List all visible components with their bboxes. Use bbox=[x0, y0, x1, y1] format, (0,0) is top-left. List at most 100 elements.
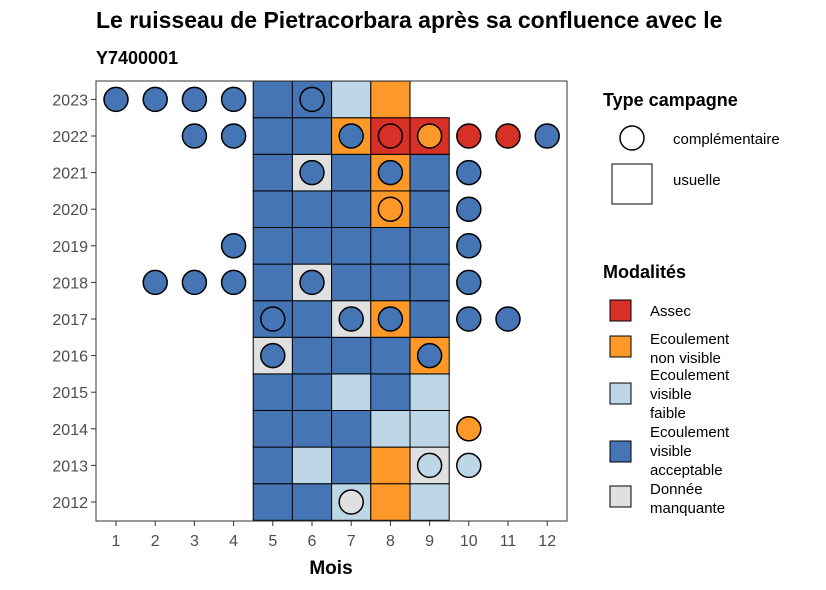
x-tick-label: 2 bbox=[151, 533, 160, 550]
y-tick-label: 2017 bbox=[52, 312, 88, 329]
point-2021-10 bbox=[456, 159, 482, 186]
x-axis: 1 2 3 4 5 6 7 8 9 10 11 12 bbox=[112, 521, 556, 550]
legend-fill-label: Ecoulement bbox=[650, 331, 730, 348]
point-2017-10 bbox=[456, 306, 482, 332]
point-2020-10 bbox=[456, 196, 482, 222]
tile-2018-5 bbox=[252, 263, 293, 302]
tile-2022-5 bbox=[252, 117, 293, 155]
tile-2019-8 bbox=[370, 227, 411, 265]
point-2021-8 bbox=[377, 159, 404, 186]
tile-2014-5 bbox=[252, 410, 293, 448]
point-2023-6 bbox=[299, 86, 325, 113]
point-2017-8 bbox=[377, 306, 404, 332]
tile-2013-7 bbox=[331, 446, 372, 485]
legend-fill-label: Assec bbox=[650, 303, 691, 320]
legend-key-acc bbox=[609, 440, 632, 463]
point-2017-11 bbox=[495, 306, 521, 332]
tile-2019-6 bbox=[291, 227, 333, 265]
point-2021-6 bbox=[299, 159, 325, 186]
y-tick-label: 2012 bbox=[52, 495, 88, 512]
tile-2012-9 bbox=[409, 483, 450, 521]
legend-fill-label: visible bbox=[650, 443, 692, 460]
legend-shape-label: usuelle bbox=[673, 172, 721, 189]
point-2023-1 bbox=[103, 86, 129, 113]
point-2014-10 bbox=[456, 416, 482, 442]
point-2016-5 bbox=[260, 342, 286, 369]
tile-2016-6 bbox=[291, 336, 333, 375]
point-2022-11 bbox=[495, 123, 521, 149]
legend-fill-label: manquante bbox=[650, 500, 725, 517]
legend-key-circle bbox=[619, 125, 645, 151]
x-axis-title: Mois bbox=[309, 558, 352, 579]
tile-2019-7 bbox=[331, 227, 372, 265]
point-2019-10 bbox=[456, 233, 482, 259]
legend-key-nv bbox=[609, 335, 632, 358]
point-2018-6 bbox=[299, 269, 325, 296]
point-2018-10 bbox=[456, 269, 482, 296]
y-axis: 2012 2013 2014 2015 2016 2017 2018 2019 2020 2021… bbox=[52, 92, 96, 512]
x-tick-label: 9 bbox=[425, 533, 434, 550]
point-2023-3 bbox=[181, 86, 208, 113]
x-tick-label: 7 bbox=[347, 533, 356, 550]
tile-2013-5 bbox=[252, 446, 293, 485]
tile-2012-5 bbox=[252, 483, 293, 521]
tile-2018-7 bbox=[331, 263, 372, 302]
legend-fill-label: acceptable bbox=[650, 462, 723, 479]
tile-2015-8 bbox=[370, 373, 411, 411]
x-tick-label: 5 bbox=[268, 533, 277, 550]
x-tick-label: 3 bbox=[190, 533, 199, 550]
chart-title: Le ruisseau de Pietracorbara après sa co… bbox=[96, 7, 722, 33]
plot-area bbox=[95, 80, 568, 522]
point-2022-4 bbox=[220, 123, 247, 149]
tile-2014-8 bbox=[370, 410, 411, 448]
legend-key-dm bbox=[609, 485, 632, 508]
point-2013-10 bbox=[456, 452, 482, 479]
tile-2023-5 bbox=[252, 80, 293, 119]
tile-2013-8 bbox=[370, 446, 411, 485]
legend-key-faible bbox=[609, 382, 632, 405]
y-tick-label: 2014 bbox=[52, 422, 88, 439]
legend-fill-label: Donnée bbox=[650, 481, 703, 498]
x-tick-label: 12 bbox=[538, 533, 556, 550]
tile-2019-5 bbox=[252, 227, 293, 265]
tile-2016-7 bbox=[331, 336, 372, 375]
point-2023-4 bbox=[220, 86, 247, 113]
point-2022-12 bbox=[534, 123, 560, 149]
point-2017-7 bbox=[338, 306, 364, 332]
y-tick-label: 2018 bbox=[52, 275, 88, 292]
point-2018-2 bbox=[142, 269, 168, 296]
point-2020-8 bbox=[377, 196, 404, 222]
tile-2021-9 bbox=[409, 153, 450, 192]
tile-2021-5 bbox=[252, 153, 293, 192]
tile-2015-7 bbox=[331, 373, 372, 411]
y-tick-label: 2019 bbox=[52, 239, 88, 256]
x-tick-label: 10 bbox=[460, 533, 478, 550]
point-2017-5 bbox=[260, 306, 286, 332]
x-tick-label: 8 bbox=[386, 533, 395, 550]
legend-key-assec bbox=[609, 299, 632, 322]
legend-fill-label: non visible bbox=[650, 350, 721, 367]
tile-2023-7 bbox=[331, 80, 372, 119]
point-2022-10 bbox=[456, 123, 482, 149]
legend-shape-label: complémentaire bbox=[673, 131, 780, 148]
point-2022-3 bbox=[181, 123, 208, 149]
tile-2013-6 bbox=[291, 446, 333, 485]
tile-2019-9 bbox=[409, 227, 450, 265]
tile-2017-6 bbox=[291, 300, 333, 338]
point-2012-7 bbox=[338, 489, 364, 515]
legend-shape-title: Type campagne bbox=[603, 90, 738, 110]
point-2016-9 bbox=[416, 342, 443, 369]
chart-subtitle: Y7400001 bbox=[96, 48, 178, 68]
point-2022-8 bbox=[377, 123, 404, 149]
tile-2021-7 bbox=[331, 153, 372, 192]
tile-2022-6 bbox=[291, 117, 333, 155]
point-2019-4 bbox=[220, 233, 247, 259]
tile-2015-6 bbox=[291, 373, 333, 411]
x-tick-label: 4 bbox=[229, 533, 238, 550]
point-2023-2 bbox=[142, 86, 168, 113]
tile-2020-6 bbox=[291, 190, 333, 228]
legend-fill-label: Ecoulement bbox=[650, 367, 730, 384]
tile-2020-7 bbox=[331, 190, 372, 228]
y-tick-label: 2023 bbox=[52, 92, 88, 109]
